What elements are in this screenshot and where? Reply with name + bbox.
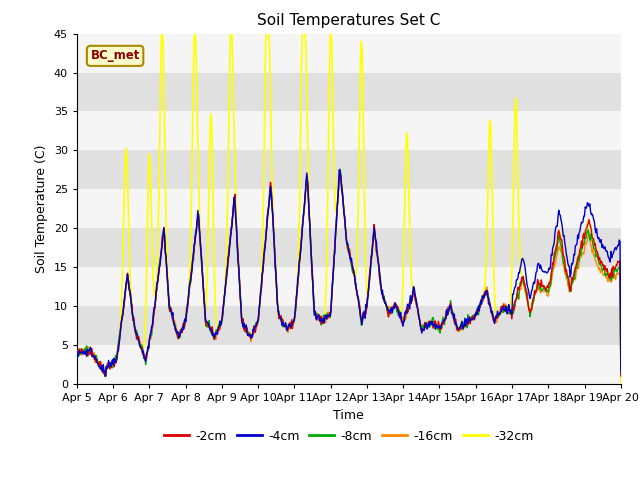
- Bar: [77, 306, 621, 345]
- X-axis label: Time: Time: [333, 408, 364, 421]
- Bar: [77, 189, 621, 228]
- Bar: [77, 111, 621, 150]
- Bar: [77, 72, 621, 111]
- Legend: -2cm, -4cm, -8cm, -16cm, -32cm: -2cm, -4cm, -8cm, -16cm, -32cm: [159, 425, 539, 448]
- Y-axis label: Soil Temperature (C): Soil Temperature (C): [35, 144, 48, 273]
- Bar: [77, 150, 621, 189]
- Title: Soil Temperatures Set C: Soil Temperatures Set C: [257, 13, 440, 28]
- Text: BC_met: BC_met: [90, 49, 140, 62]
- Bar: [77, 34, 621, 72]
- Bar: [77, 228, 621, 267]
- Bar: [77, 345, 621, 384]
- Bar: [77, 267, 621, 306]
